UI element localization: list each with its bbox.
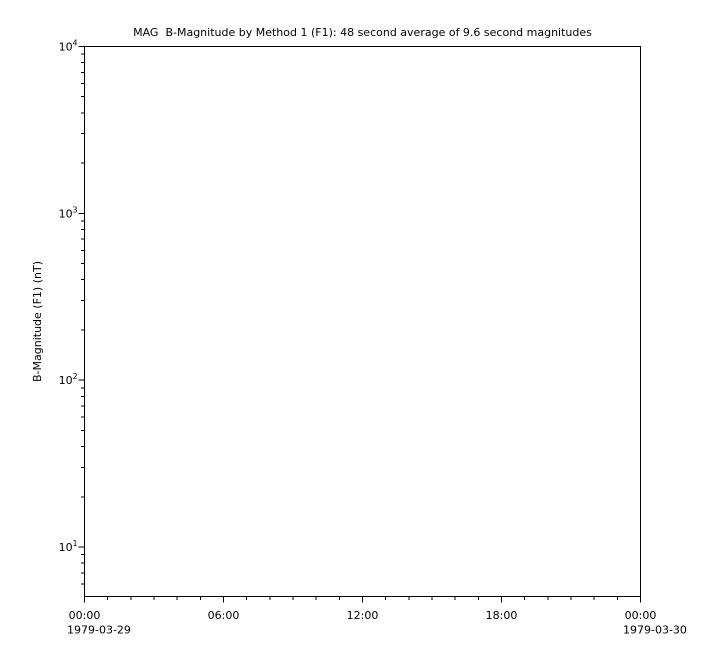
y-tick-label: 101 [59, 539, 78, 554]
y-axis-label: B-Magnitude (F1) (nT) [31, 261, 44, 382]
x-tick-label: 18:00 [486, 609, 518, 622]
axes-layer: 101 102 103 104 00:00 1979-03-29 06:00 12:00 18:… [59, 39, 687, 637]
x-tick-label: 00:00 [69, 609, 101, 622]
x-date-label: 1979-03-29 [67, 624, 131, 637]
x-date-label: 1979-03-30 [623, 624, 687, 637]
x-tick-label: 00:00 [625, 609, 657, 622]
y-tick-label: 104 [59, 39, 78, 54]
y-tick-label: 102 [59, 372, 78, 387]
chart-title: MAG B-Magnitude by Method 1 (F1): 48 sec… [133, 26, 592, 39]
plot-border [84, 46, 641, 597]
x-tick-label: 06:00 [208, 609, 240, 622]
y-tick-label: 103 [59, 205, 78, 220]
x-tick-label: 12:00 [347, 609, 379, 622]
